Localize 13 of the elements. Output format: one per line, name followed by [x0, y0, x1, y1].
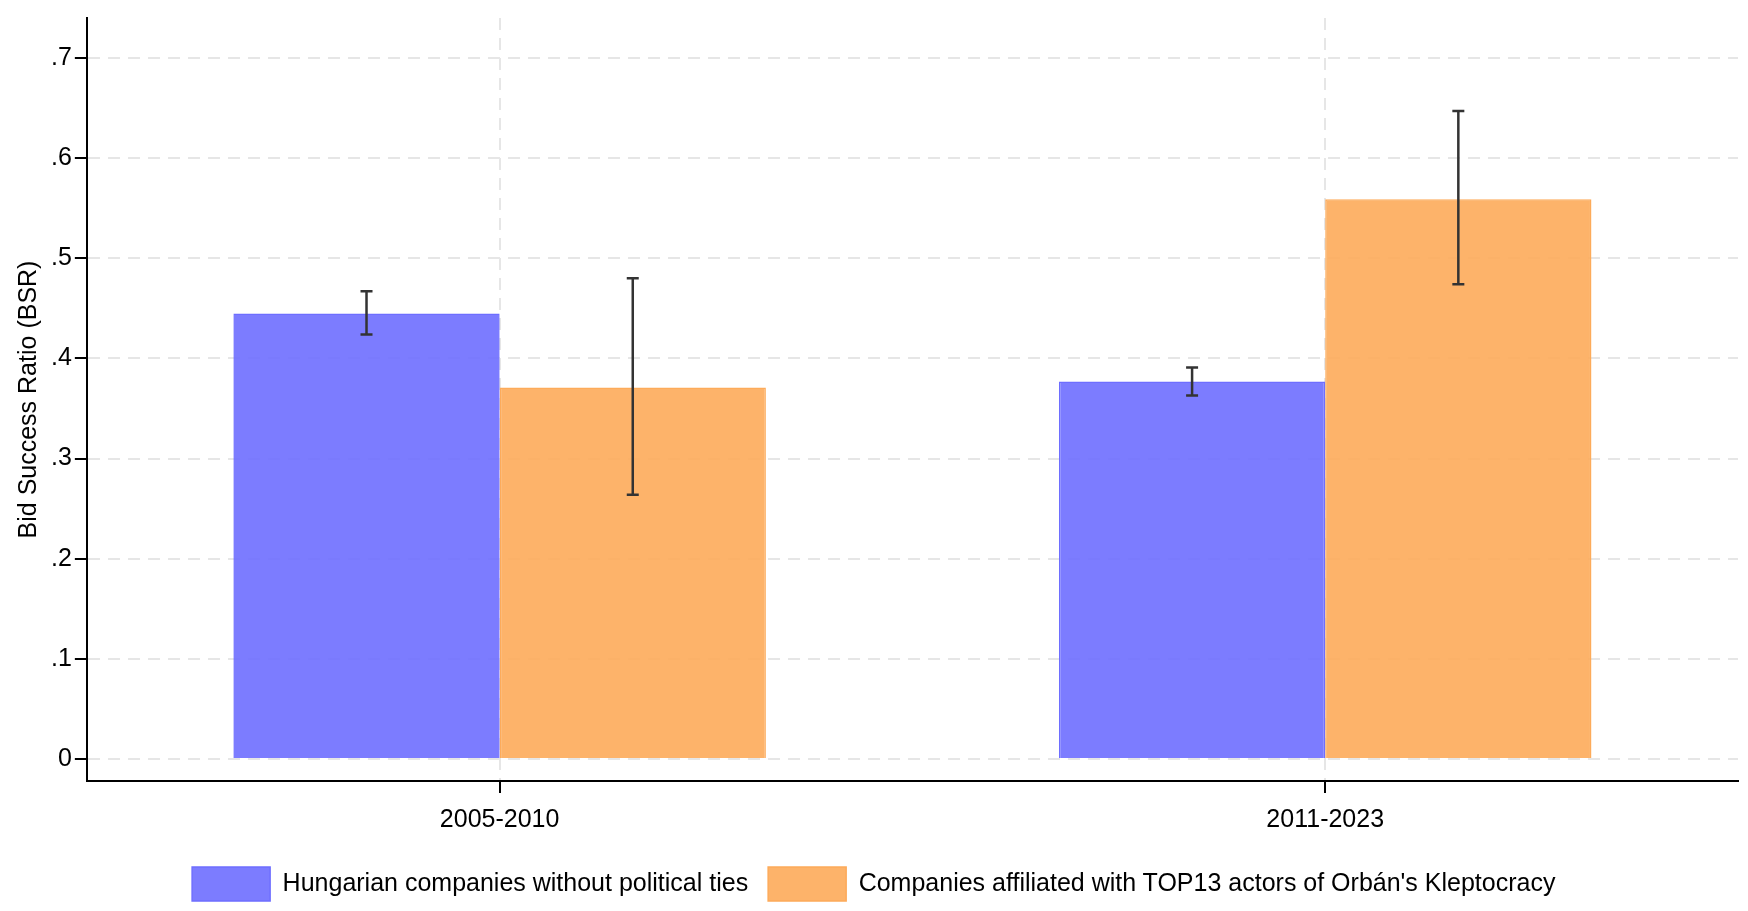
y-tick-label: 0	[57, 742, 72, 771]
legend-label: Companies affiliated with TOP13 actors of Orbán's Kleptocracy	[858, 867, 1556, 896]
y-tick-label: .3	[50, 442, 72, 471]
y-tick-label: .4	[50, 342, 72, 371]
x-tick-label: 2005-2010	[439, 803, 560, 832]
y-tick-label: .7	[50, 41, 72, 70]
legend-label: Hungarian companies without political ties	[282, 867, 749, 896]
y-tick-label: .5	[50, 242, 72, 271]
y-axis-title: Bid Success Ratio (BSR)	[12, 260, 41, 539]
y-tick-label: .6	[50, 142, 72, 171]
x-tick-label: 2011-2023	[1266, 803, 1385, 832]
y-tick-label: .1	[50, 642, 72, 671]
y-tick-label: .2	[50, 542, 72, 571]
